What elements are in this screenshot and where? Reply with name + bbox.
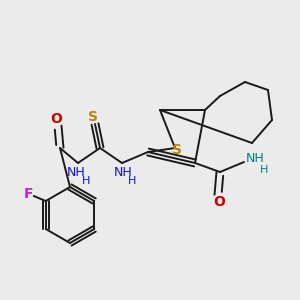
Text: NH: NH [114, 166, 132, 178]
Text: H: H [260, 165, 268, 175]
Text: H: H [82, 176, 90, 186]
Text: NH: NH [246, 152, 265, 166]
Text: H: H [128, 176, 136, 186]
Text: O: O [213, 195, 225, 209]
Text: S: S [172, 143, 182, 157]
Text: S: S [88, 110, 98, 124]
Text: NH: NH [67, 166, 85, 178]
Text: O: O [50, 112, 62, 126]
Text: F: F [24, 187, 34, 201]
